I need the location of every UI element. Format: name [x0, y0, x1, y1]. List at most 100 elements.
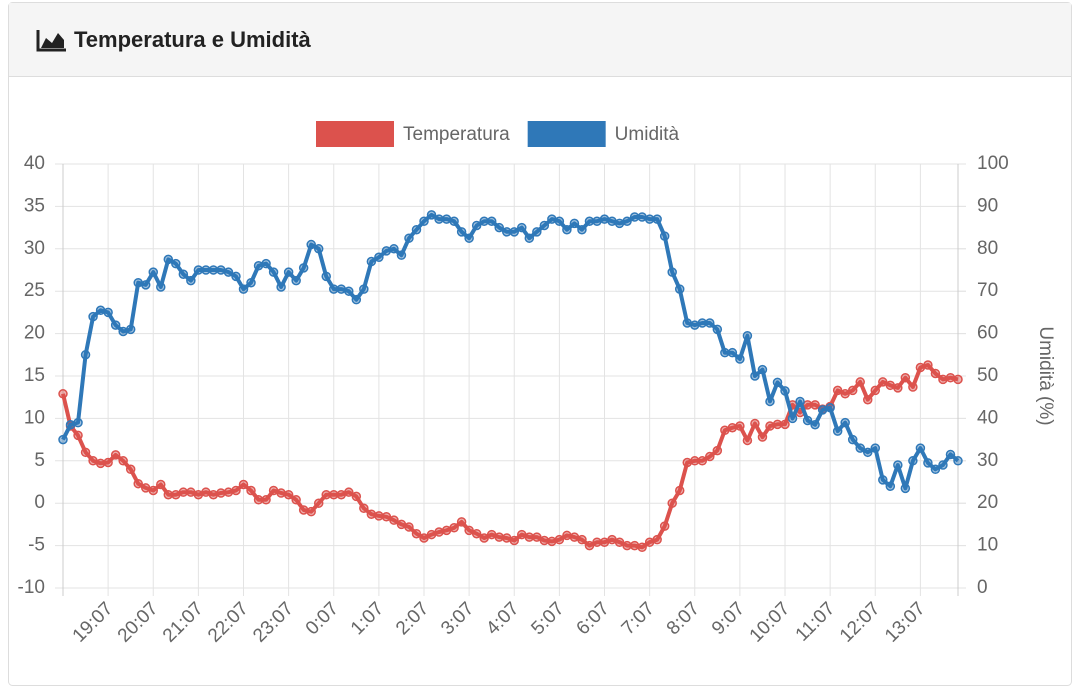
data-point	[629, 540, 640, 551]
data-point	[276, 282, 286, 292]
data-point	[381, 246, 392, 256]
data-point	[73, 430, 83, 441]
data-point	[156, 479, 166, 490]
data-point	[156, 282, 166, 292]
data-point	[577, 534, 587, 545]
data-point	[532, 227, 542, 237]
data-point	[366, 509, 377, 519]
data-point	[847, 385, 858, 396]
data-point	[426, 210, 437, 220]
data-point	[614, 537, 625, 547]
data-point	[148, 267, 159, 277]
data-point	[900, 372, 911, 383]
data-point	[562, 224, 572, 235]
data-point	[261, 258, 271, 269]
data-point	[757, 432, 768, 442]
data-point	[938, 374, 948, 385]
data-point	[674, 485, 685, 496]
data-point	[494, 222, 504, 233]
data-point	[359, 284, 369, 294]
data-point	[298, 505, 309, 515]
data-point	[682, 318, 692, 328]
data-point	[103, 457, 113, 468]
y2-tick-label: 100	[977, 153, 1009, 174]
data-point	[674, 284, 685, 294]
data-point	[208, 489, 219, 500]
data-point	[584, 540, 595, 551]
data-point	[216, 488, 226, 498]
data-point	[637, 542, 647, 553]
y-tick-label: -10	[18, 577, 45, 598]
y-tick-label: 25	[24, 280, 45, 301]
data-point	[908, 382, 918, 392]
data-point	[878, 377, 888, 387]
data-point	[261, 495, 271, 505]
data-point	[659, 231, 670, 241]
data-point	[449, 523, 459, 533]
data-point	[524, 233, 535, 243]
data-point	[938, 460, 948, 470]
data-point	[419, 216, 429, 226]
data-point	[464, 233, 474, 243]
data-point	[103, 307, 113, 318]
data-point	[923, 360, 933, 370]
data-point	[178, 269, 189, 279]
data-point	[795, 396, 805, 407]
data-point	[577, 224, 587, 235]
data-point	[539, 535, 550, 546]
data-point	[554, 216, 565, 226]
data-point	[80, 350, 91, 360]
data-point	[825, 403, 835, 413]
data-point	[411, 528, 422, 539]
data-point	[471, 528, 482, 539]
data-point	[652, 214, 662, 224]
data-point	[735, 354, 745, 364]
data-point	[253, 261, 264, 271]
data-point	[509, 227, 520, 237]
data-point	[88, 311, 98, 322]
data-point	[366, 256, 377, 267]
data-point	[810, 420, 820, 430]
data-point	[381, 512, 392, 522]
data-point	[359, 503, 369, 514]
data-point	[404, 522, 414, 532]
data-point	[787, 413, 798, 424]
data-point	[652, 534, 662, 545]
data-point	[471, 220, 482, 231]
data-point	[780, 419, 790, 430]
data-point	[637, 212, 647, 222]
data-point	[351, 294, 362, 305]
data-point	[148, 485, 159, 496]
y2-tick-label: 20	[977, 492, 998, 513]
data-point	[65, 420, 76, 430]
data-point	[125, 464, 136, 475]
data-point	[690, 320, 700, 330]
legend-swatch	[316, 121, 394, 147]
data-point	[486, 216, 497, 226]
data-point	[456, 517, 467, 527]
data-point	[893, 460, 903, 470]
data-point	[291, 275, 301, 286]
y2-tick-label: 30	[977, 450, 998, 471]
data-point	[291, 495, 301, 505]
data-point	[862, 394, 873, 405]
data-point	[832, 426, 843, 436]
data-point	[411, 224, 422, 235]
data-point	[765, 421, 775, 431]
data-point	[118, 326, 128, 337]
data-point	[246, 277, 256, 288]
data-point	[712, 445, 723, 456]
data-point	[313, 498, 324, 508]
data-point	[614, 218, 625, 229]
data-point	[817, 405, 828, 415]
data-point	[283, 267, 294, 277]
data-point	[923, 458, 933, 468]
data-point	[268, 267, 279, 277]
data-point	[930, 368, 941, 379]
data-point	[110, 450, 121, 460]
data-point	[742, 330, 753, 341]
data-point	[95, 458, 106, 469]
data-point	[885, 481, 896, 491]
y2-tick-label: 80	[977, 238, 998, 259]
y-tick-label: -5	[28, 535, 45, 556]
